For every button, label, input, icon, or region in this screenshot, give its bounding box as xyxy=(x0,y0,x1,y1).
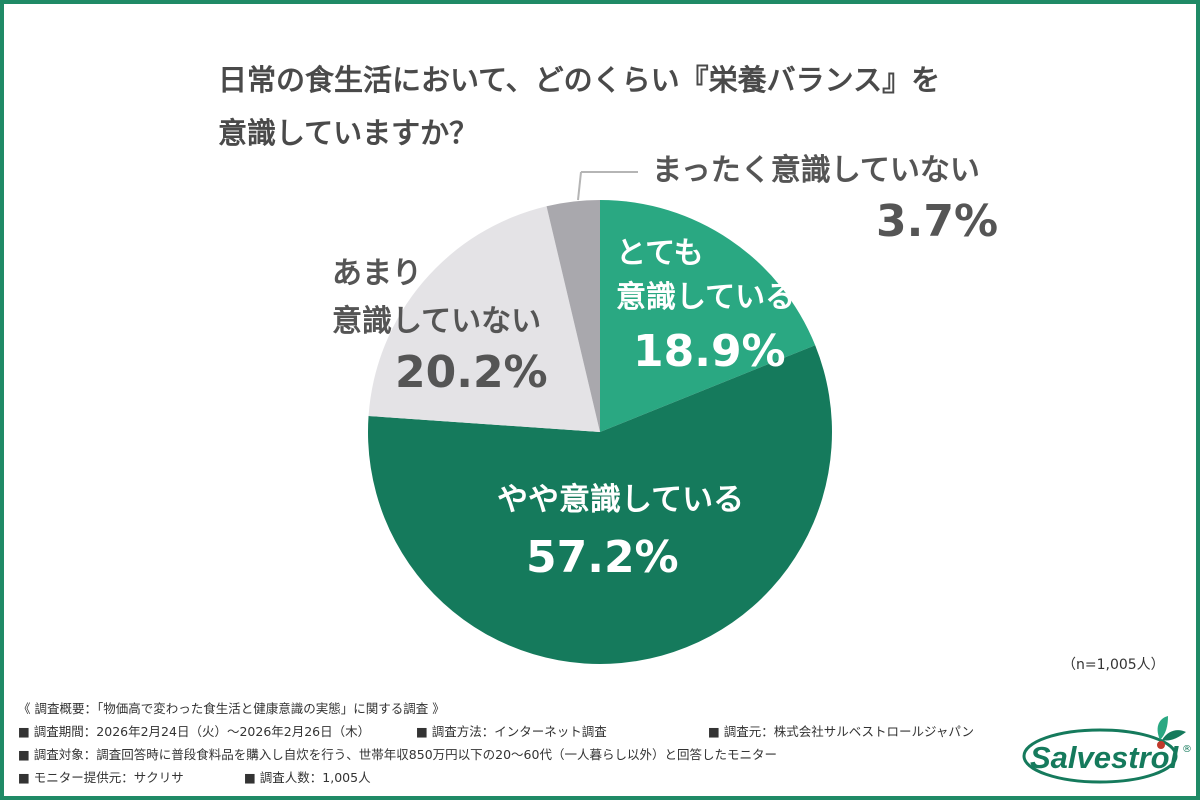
slice-label-very-conscious-1: とても xyxy=(616,236,704,271)
chart-title-line-2: 意識していますか？ xyxy=(218,116,479,150)
logo-swoosh xyxy=(1022,728,1178,784)
pie-slice-not-conscious xyxy=(546,200,600,432)
pie-slice-not-very-conscious xyxy=(368,206,600,432)
slice-value-not-conscious: 3.7% xyxy=(876,196,998,247)
slice-label-not-very-conscious-1: あまり xyxy=(332,256,422,291)
slice-label-not-very-conscious-2: 意識していない xyxy=(332,304,541,339)
leader-line xyxy=(577,171,582,201)
survey-provider: ■ 調査元：株式会社サルベストロールジャパン xyxy=(708,724,975,739)
survey-overview: 《 調査概要：「物価高で変わった食生活と健康意識の実態」に関する調査 》 xyxy=(18,701,445,716)
sample-size: （n=1,005人） xyxy=(1062,657,1165,673)
slice-label-very-conscious-2: 意識している xyxy=(616,280,795,315)
pie-slice-very-conscious xyxy=(600,200,816,432)
logo-text: Salvestrol xyxy=(1030,740,1180,775)
survey-method: ■ 調査方法：インターネット調査 xyxy=(416,724,607,739)
logo-leaf-icon xyxy=(1157,716,1186,749)
pie-slice-somewhat-conscious xyxy=(367,345,832,664)
survey-target: ■ 調査対象：調査回答時に普段食料品を購入し自炊を行う、世帯年収850万円以下の… xyxy=(18,747,777,762)
survey-period: ■ 調査期間：2026年2月24日（火）〜2026年2月26日（木） xyxy=(18,724,371,739)
salvestrol-logo: Salvestrol ® xyxy=(1022,712,1194,788)
survey-respondents: ■ 調査人数：1,005人 xyxy=(244,770,371,785)
chart-title-line-1: 日常の食生活において、どのくらい『栄養バランス』を xyxy=(218,63,941,97)
logo-registered-mark: ® xyxy=(1182,744,1192,755)
slice-value-somewhat-conscious: 57.2% xyxy=(526,532,679,583)
slice-label-somewhat-conscious: やや意識している xyxy=(497,482,744,518)
slice-value-not-very-conscious: 20.2% xyxy=(395,347,548,398)
slice-label-not-conscious: まったく意識していない xyxy=(652,153,980,188)
slice-value-very-conscious: 18.9% xyxy=(633,326,786,377)
chart-title: 日常の食生活において、どのくらい『栄養バランス』を 意識していますか？ xyxy=(218,54,1038,160)
survey-monitor-source: ■ モニター提供元：サクリサ xyxy=(18,770,184,785)
